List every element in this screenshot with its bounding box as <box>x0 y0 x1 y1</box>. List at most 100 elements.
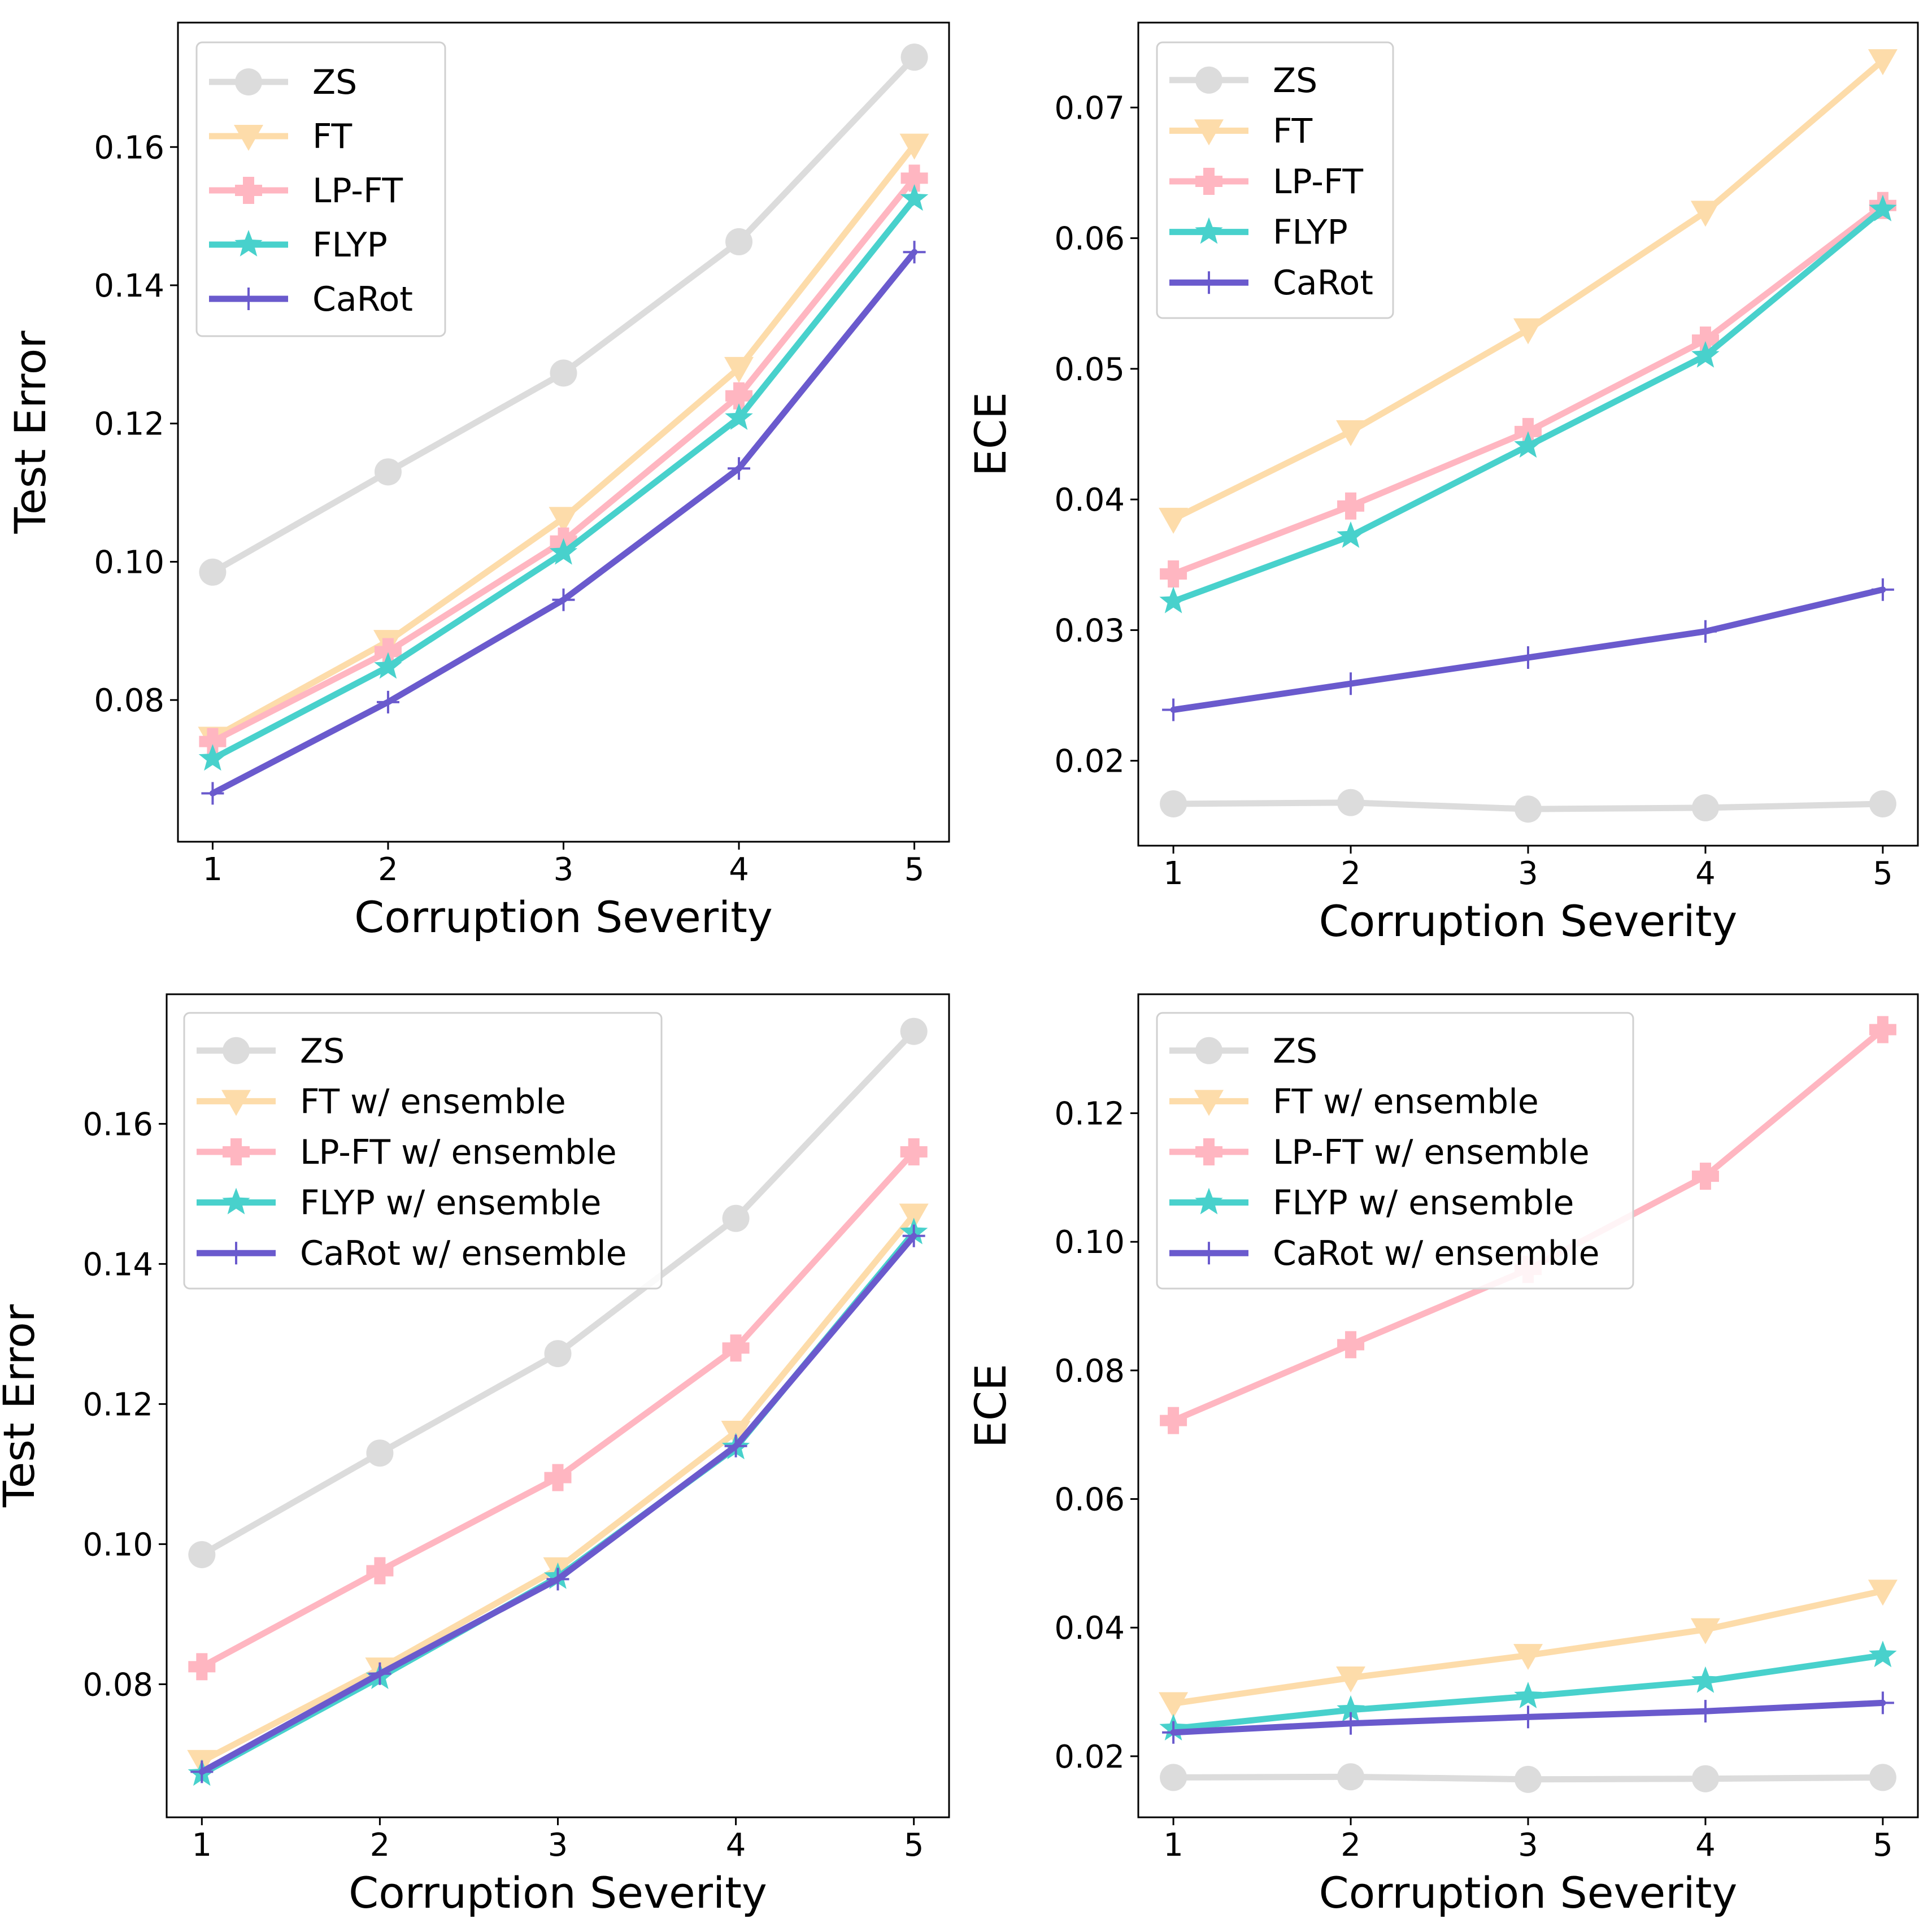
legend-label: CaRot w/ ensemble <box>300 1234 627 1273</box>
data-point <box>1160 1764 1187 1791</box>
data-point <box>722 1204 750 1232</box>
legend-label: ZS <box>300 1032 345 1071</box>
legend-item: FLYP <box>1169 213 1348 253</box>
data-point <box>550 359 577 387</box>
data-point <box>199 728 227 755</box>
data-point <box>725 228 753 255</box>
data-point <box>1869 1764 1896 1791</box>
data-point <box>1513 1644 1543 1670</box>
data-point <box>374 652 402 679</box>
data-point <box>1691 1163 1719 1190</box>
legend-box <box>183 1012 663 1290</box>
y-axis-label: ECE <box>965 1364 1016 1448</box>
x-tick-label: 4 <box>1695 855 1716 892</box>
data-point <box>900 164 928 192</box>
x-axis-label: Corruption Severity <box>1319 896 1738 946</box>
chart-panel-3: 1 2 3 4 5 0.08 0.10 0.12 0.14 0.16 Corruption Seve… <box>0 993 950 1918</box>
legend-label: FLYP <box>1273 213 1348 253</box>
y-tick-label: 0.10 <box>82 1526 153 1563</box>
data-point <box>374 458 402 486</box>
data-point <box>900 1138 928 1165</box>
legend-marker <box>235 68 262 95</box>
x-tick-label: 1 <box>192 1827 212 1864</box>
series-ft <box>1159 1579 1898 1718</box>
data-point <box>1869 790 1896 817</box>
x-tick-label: 3 <box>554 851 574 888</box>
legend-item: LP-FT <box>1169 162 1363 202</box>
data-point <box>1339 672 1363 695</box>
x-tick-label: 2 <box>1341 855 1361 892</box>
data-point <box>1514 1682 1542 1708</box>
legend-label: FLYP <box>312 225 388 265</box>
y-tick-label: 0.14 <box>82 1246 153 1283</box>
data-point <box>1691 326 1719 354</box>
data-point <box>1337 789 1365 816</box>
series-zs <box>1160 1763 1896 1793</box>
data-point <box>1337 492 1365 520</box>
legend-marker <box>1194 119 1224 146</box>
y-tick-label: 0.08 <box>94 682 164 719</box>
legend-label: FT <box>1273 111 1312 151</box>
y-tick-label: 0.03 <box>1054 612 1125 649</box>
x-tick-label: 5 <box>1873 1827 1893 1864</box>
data-point <box>544 1464 572 1491</box>
legend-marker <box>1195 168 1222 195</box>
data-point <box>552 588 575 611</box>
y-tick-label: 0.10 <box>1054 1224 1125 1261</box>
y-tick-label: 0.02 <box>1054 743 1125 780</box>
series-zs <box>199 43 928 586</box>
y-tick-label: 0.04 <box>1054 1610 1125 1647</box>
legend-label: LP-FT w/ ensemble <box>300 1133 617 1172</box>
legend-item: FLYP <box>209 225 388 265</box>
data-point <box>201 782 224 805</box>
data-point <box>1159 1692 1189 1718</box>
data-point <box>1515 1765 1542 1793</box>
data-point <box>1690 201 1720 227</box>
legend-marker <box>223 1037 250 1064</box>
legend-marker <box>234 125 263 151</box>
legend-item: FLYP w/ ensemble <box>197 1183 601 1223</box>
data-point <box>366 1439 394 1467</box>
x-tick-label: 3 <box>548 1827 568 1864</box>
legend-label: FT w/ ensemble <box>1273 1082 1539 1121</box>
y-axis-label: ECE <box>965 392 1016 476</box>
data-point <box>1160 1407 1187 1434</box>
legend-label: CaRot w/ ensemble <box>1273 1234 1600 1273</box>
data-point <box>899 1203 929 1230</box>
data-point <box>1337 521 1365 548</box>
data-point <box>1691 1666 1720 1693</box>
series-zs <box>1160 789 1896 823</box>
data-point <box>1160 560 1187 588</box>
legend-item: FT <box>209 117 352 156</box>
legend-item: ZS <box>1169 61 1317 101</box>
data-point <box>1869 1641 1897 1668</box>
y-tick-label: 0.14 <box>94 268 164 304</box>
legend-label: LP-FT <box>1273 162 1363 202</box>
data-point <box>1691 341 1720 368</box>
legend-label: ZS <box>1273 61 1317 101</box>
data-point <box>1868 49 1898 76</box>
y-tick-label: 0.04 <box>1054 482 1125 519</box>
data-point <box>1513 318 1543 345</box>
data-point <box>1337 1331 1365 1359</box>
data-point <box>1515 795 1542 823</box>
data-point <box>1869 194 1897 221</box>
data-point <box>1868 1579 1898 1606</box>
data-point <box>728 457 751 480</box>
legend-item: CaRot w/ ensemble <box>1169 1234 1600 1273</box>
legend-box <box>1156 41 1394 319</box>
legend-marker <box>234 230 263 256</box>
chart-panel-1: 1 2 3 4 5 0.08 0.10 0.12 0.14 0.16 Corruption Seve… <box>5 21 950 942</box>
legend-marker <box>221 1090 251 1116</box>
data-point <box>1162 1721 1185 1744</box>
data-point <box>1337 1763 1365 1791</box>
data-point <box>1871 578 1894 601</box>
legend-item: FT w/ ensemble <box>1169 1082 1539 1121</box>
x-tick-label: 2 <box>378 851 398 888</box>
y-tick-label: 0.02 <box>1054 1739 1125 1776</box>
x-axis-label: Corruption Severity <box>1319 1868 1738 1918</box>
legend-marker <box>1194 1090 1224 1116</box>
data-point <box>1517 1705 1539 1729</box>
series-flyp <box>1159 194 1897 613</box>
